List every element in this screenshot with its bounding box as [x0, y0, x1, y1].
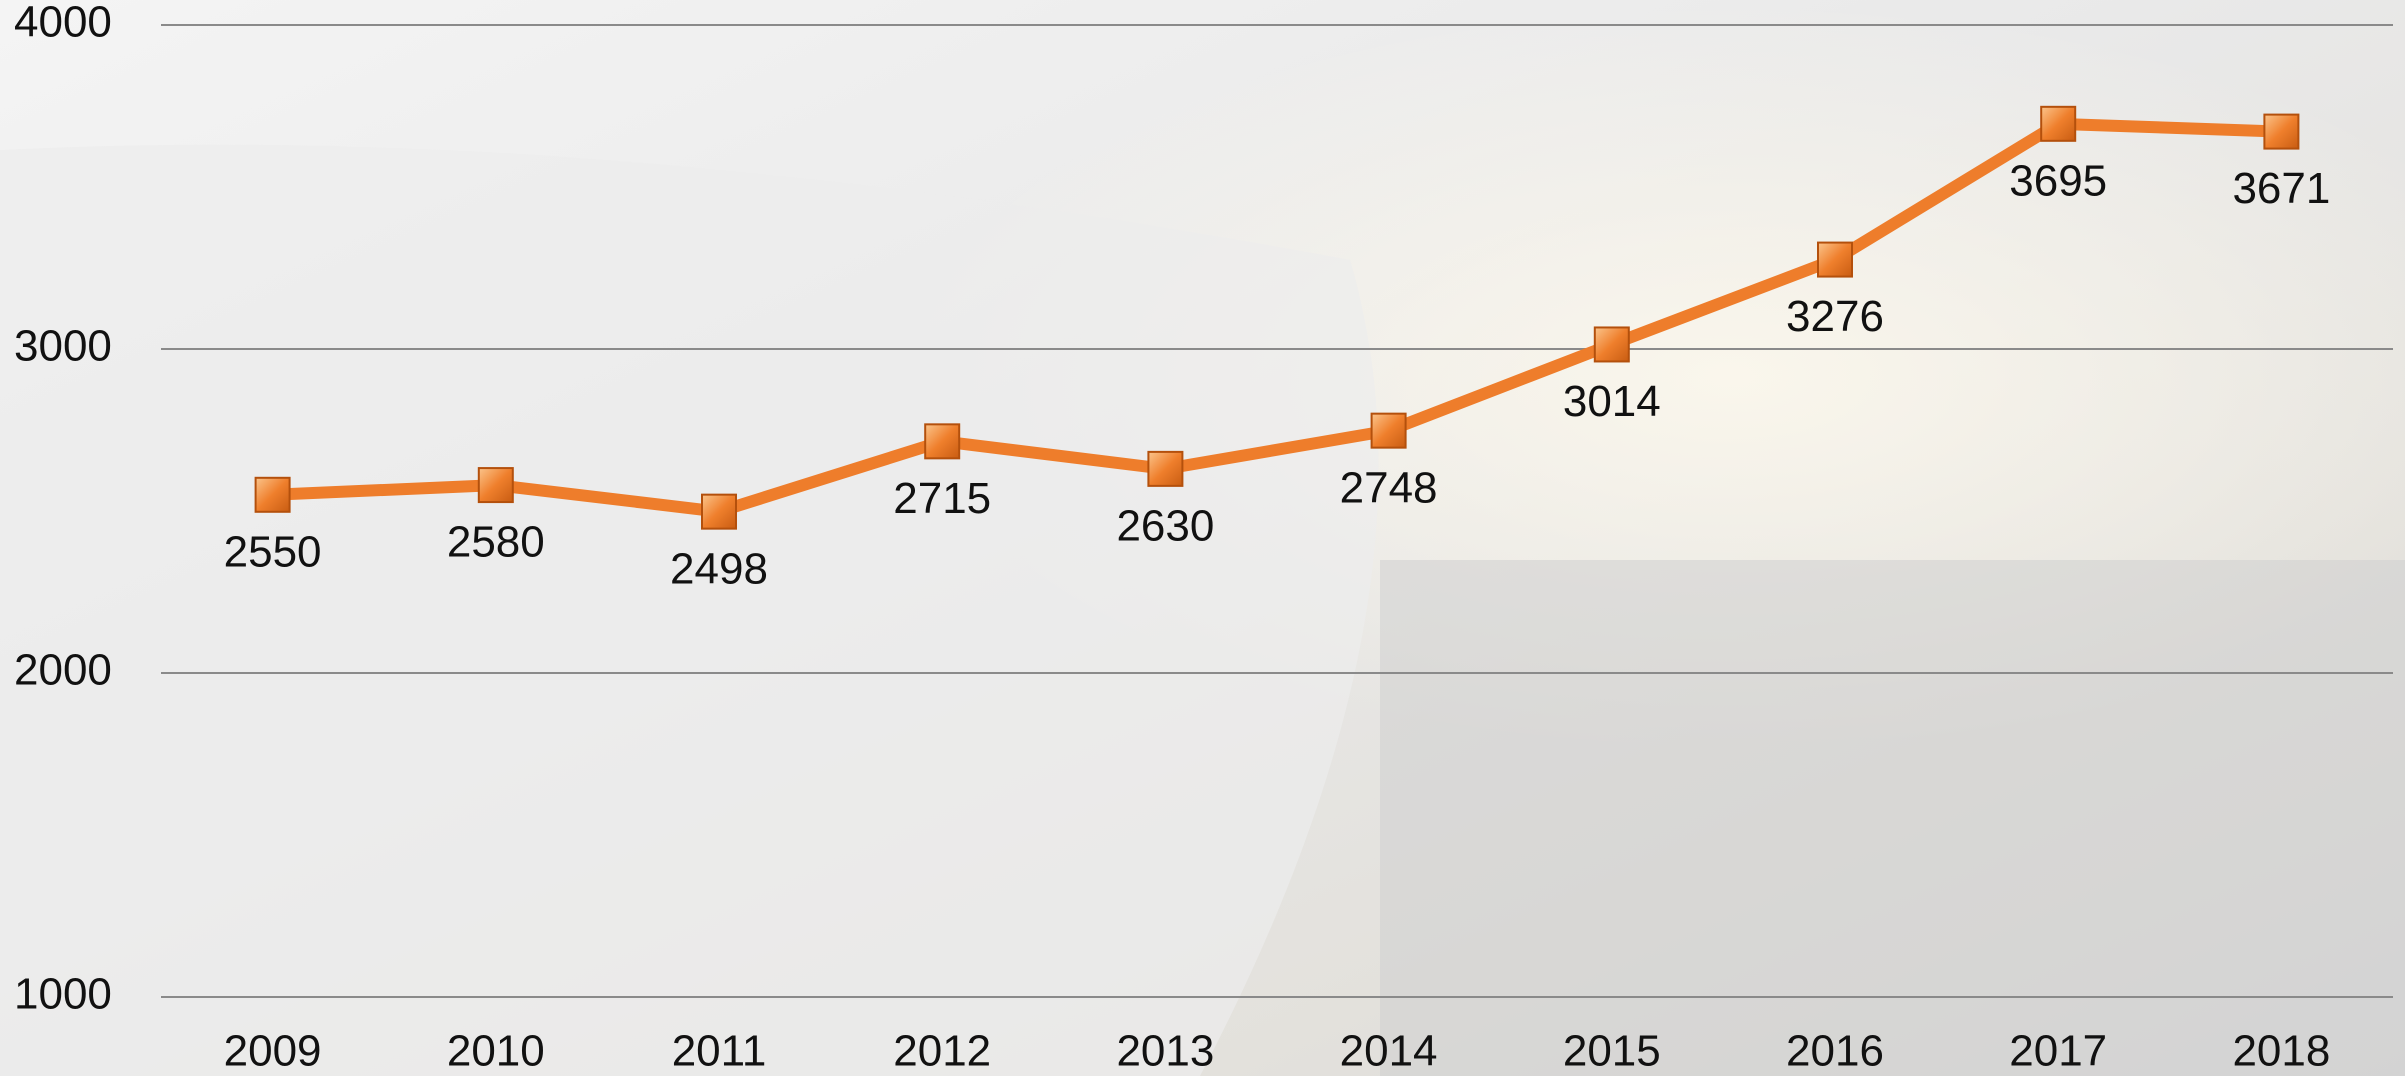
x-tick-label: 2011 [672, 1027, 767, 1076]
marker [925, 424, 959, 458]
x-tick-label: 2012 [893, 1027, 991, 1076]
chart: 1000 2000 3000 4000 2009 2010 2011 2012 2013 2014… [0, 0, 2405, 1076]
x-tick-label: 2010 [447, 1027, 545, 1076]
background-car [0, 145, 1379, 1076]
x-tick-label: 2013 [1116, 1027, 1214, 1076]
marker [479, 468, 513, 502]
marker [2041, 107, 2075, 141]
data-label: 3276 [1786, 292, 1884, 341]
y-tick-label: 2000 [14, 646, 112, 695]
x-tick-label: 2009 [224, 1027, 322, 1076]
data-label: 2715 [893, 474, 991, 523]
y-tick-label: 4000 [14, 0, 112, 47]
x-tick-label: 2016 [1786, 1027, 1884, 1076]
data-label: 2498 [670, 544, 768, 593]
marker [2264, 115, 2298, 149]
marker [1372, 414, 1406, 448]
page: 1000 2000 3000 4000 2009 2010 2011 2012 2013 2014… [0, 0, 2405, 1076]
data-label: 2580 [447, 518, 545, 567]
x-tick-label: 2014 [1340, 1027, 1438, 1076]
data-label: 3695 [2009, 156, 2107, 205]
data-label: 3014 [1563, 377, 1661, 426]
x-tick-label: 2018 [2232, 1027, 2330, 1076]
marker [702, 495, 736, 529]
y-tick-label: 1000 [14, 970, 112, 1019]
marker [256, 478, 290, 512]
marker [1595, 327, 1629, 361]
data-label: 2748 [1340, 463, 1438, 512]
marker [1148, 452, 1182, 486]
x-tick-label: 2015 [1563, 1027, 1661, 1076]
x-tick-label: 2017 [2009, 1027, 2107, 1076]
background-road [1380, 560, 2405, 1076]
data-label: 2550 [224, 527, 322, 576]
marker [1818, 243, 1852, 277]
data-label: 3671 [2232, 164, 2330, 213]
y-tick-label: 3000 [14, 322, 112, 371]
data-label: 2630 [1116, 502, 1214, 551]
